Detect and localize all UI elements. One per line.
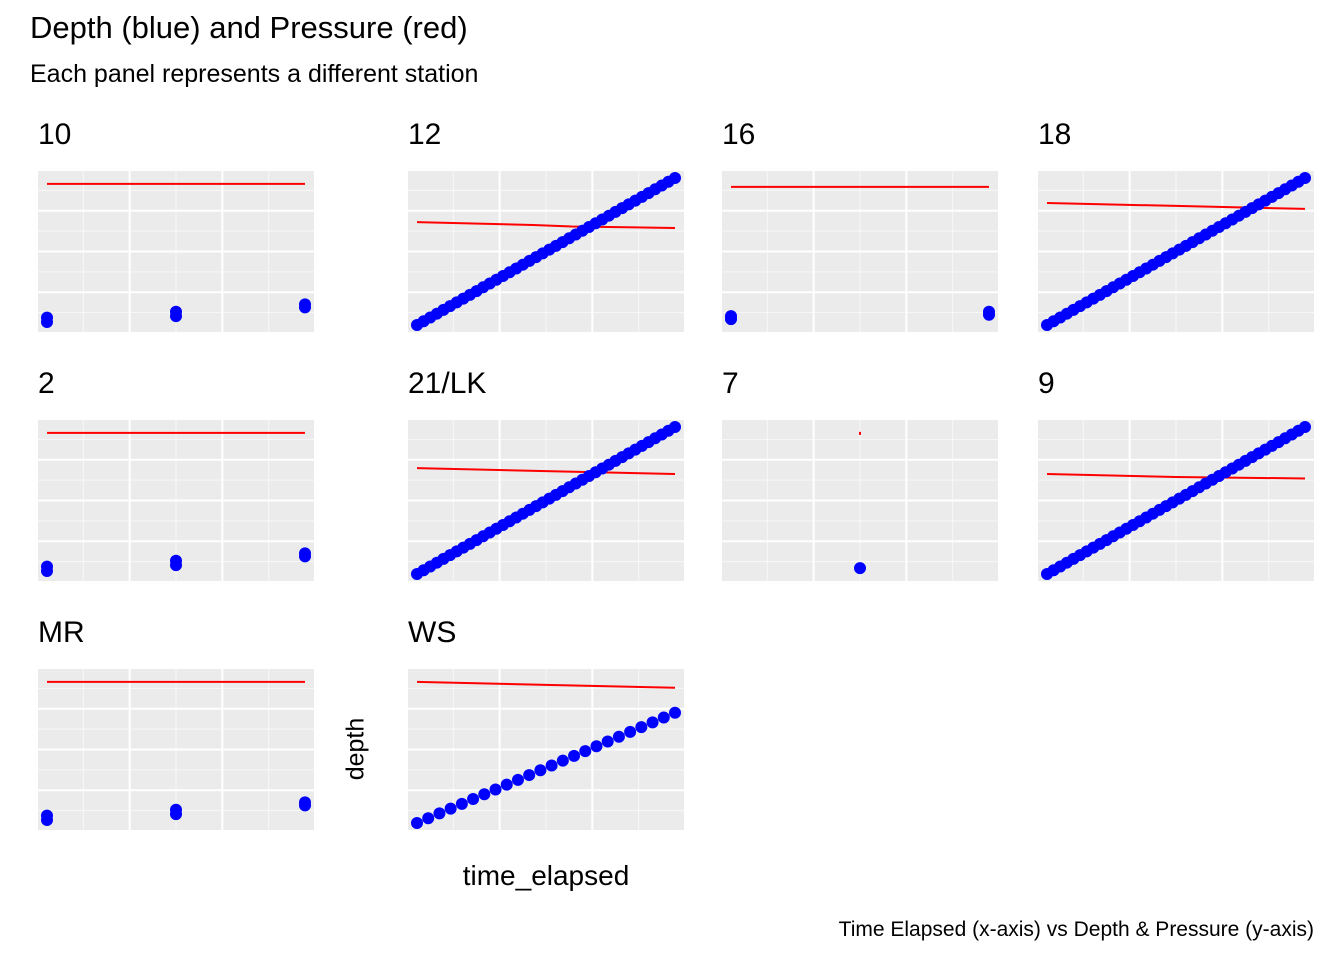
depth-point bbox=[478, 788, 491, 801]
facet-panel bbox=[37, 668, 315, 831]
pressure-series-line bbox=[416, 680, 676, 689]
chart-subtitle: Each panel represents a different statio… bbox=[30, 60, 479, 88]
facet-strip-label: 7 bbox=[722, 367, 739, 400]
depth-point bbox=[170, 554, 182, 567]
depth-point bbox=[669, 421, 681, 433]
depth-point bbox=[624, 725, 637, 738]
depth-point bbox=[489, 783, 502, 796]
depth-point bbox=[657, 711, 670, 724]
depth-point bbox=[568, 749, 581, 762]
pressure-series-line bbox=[1046, 473, 1306, 480]
depth-point bbox=[41, 560, 53, 573]
depth-point bbox=[646, 716, 659, 729]
depth-point bbox=[433, 807, 446, 820]
depth-point bbox=[170, 305, 182, 318]
facet-strip-label: 21/LK bbox=[408, 367, 487, 400]
facet-panel bbox=[407, 668, 685, 831]
facet-strip-label: WS bbox=[408, 616, 457, 649]
facet-strip-label: MR bbox=[38, 616, 85, 649]
depth-point bbox=[983, 305, 995, 318]
depth-point bbox=[299, 796, 311, 809]
depth-point bbox=[500, 778, 513, 791]
depth-point bbox=[635, 721, 648, 734]
depth-point bbox=[523, 769, 536, 782]
facet-panel bbox=[721, 170, 999, 333]
depth-point bbox=[170, 803, 182, 816]
depth-point bbox=[579, 745, 592, 758]
facet-panel bbox=[37, 170, 315, 333]
depth-point bbox=[601, 735, 614, 748]
chart-title: Depth (blue) and Pressure (red) bbox=[30, 10, 468, 45]
facet-panel bbox=[721, 419, 999, 582]
facet-panel bbox=[1037, 170, 1315, 333]
facet-strip-label: 12 bbox=[408, 118, 442, 151]
depth-point bbox=[511, 773, 524, 786]
depth-point bbox=[467, 793, 480, 806]
facet-panel bbox=[1037, 419, 1315, 582]
facet-strip-label: 16 bbox=[722, 118, 756, 151]
depth-point bbox=[422, 812, 435, 825]
depth-point bbox=[444, 802, 457, 815]
depth-point bbox=[612, 730, 625, 743]
depth-point bbox=[556, 754, 569, 767]
depth-point bbox=[299, 298, 311, 311]
pressure-series-line bbox=[416, 467, 676, 476]
depth-point bbox=[1299, 172, 1311, 184]
facet-panel bbox=[407, 419, 685, 582]
chart-caption: Time Elapsed (x-axis) vs Depth & Pressur… bbox=[838, 918, 1314, 941]
facet-strip-label: 2 bbox=[38, 367, 55, 400]
depth-point bbox=[669, 706, 681, 719]
depth-point bbox=[725, 310, 737, 323]
facet-strip-label: 10 bbox=[38, 118, 72, 151]
y-axis-title: depth bbox=[341, 717, 370, 781]
depth-point bbox=[669, 172, 681, 184]
depth-point bbox=[1299, 421, 1311, 433]
depth-point bbox=[411, 817, 423, 829]
depth-point bbox=[455, 797, 468, 810]
depth-point bbox=[545, 759, 558, 772]
pressure-series-line bbox=[416, 221, 676, 229]
x-axis-title: time_elapsed bbox=[462, 860, 630, 891]
depth-point bbox=[534, 764, 547, 777]
depth-point bbox=[41, 809, 53, 822]
depth-point bbox=[299, 547, 311, 560]
facet-panel bbox=[407, 170, 685, 333]
facet-strip-label: 18 bbox=[1038, 118, 1072, 151]
depth-point bbox=[854, 562, 866, 575]
depth-point bbox=[590, 740, 603, 753]
facet-panel bbox=[37, 419, 315, 582]
facet-strip-label: 9 bbox=[1038, 367, 1055, 400]
depth-point bbox=[41, 311, 53, 324]
